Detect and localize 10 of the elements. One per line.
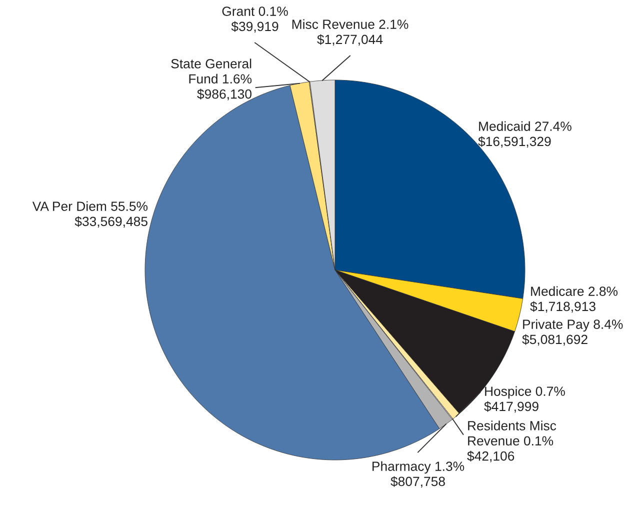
slice-label: Residents Misc Revenue 0.1% $42,106 (467, 420, 556, 462)
slice-label: Medicare 2.8% $1,718,913 (530, 286, 618, 313)
legend-label: Hospice 0.7% $417,999 (484, 386, 565, 413)
slice-label: Misc Revenue 2.1% $1,277,044 (292, 19, 408, 46)
slice-label: Medicaid 27.4% $16,591,329 (478, 121, 572, 148)
slice-label: Grant 0.1% $39,919 (222, 6, 288, 33)
slice-label: Private Pay 8.4% $5,081,692 (522, 319, 623, 346)
slice-label: VA Per Diem 55.5% $33,569,485 (32, 201, 148, 228)
slice-label: Pharmacy 1.3% $807,758 (372, 461, 464, 488)
slice-label: State General Fund 1.6% $986,130 (171, 58, 252, 100)
